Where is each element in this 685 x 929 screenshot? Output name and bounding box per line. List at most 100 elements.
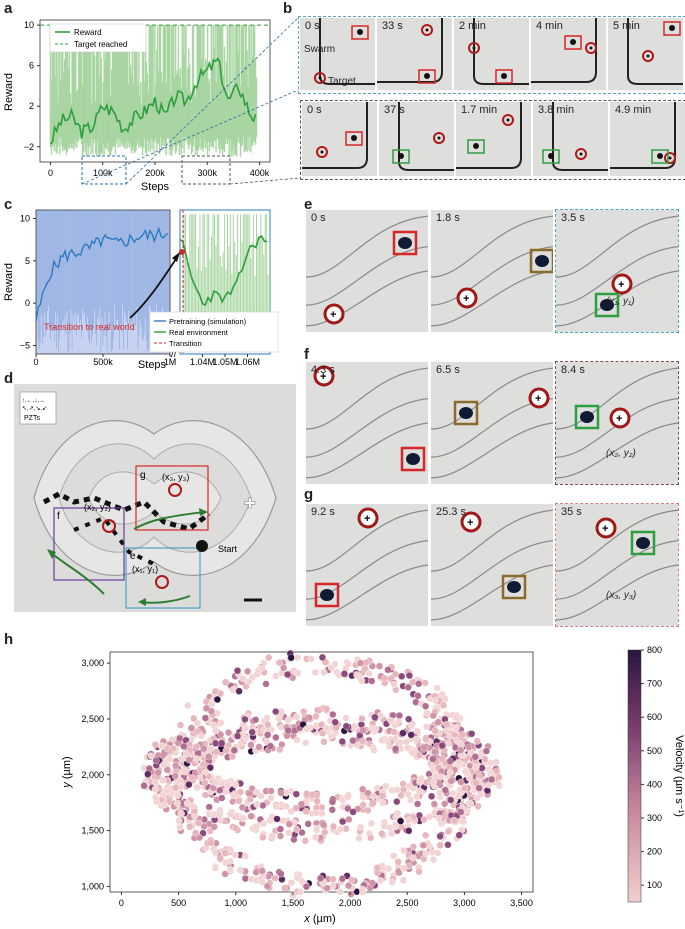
velocity-point (433, 684, 441, 692)
velocity-point (358, 715, 366, 723)
timestamp: 35 s (561, 506, 582, 518)
microscopy-tile: +8.4 s (x₂, y₂) (555, 361, 679, 485)
velocity-point (328, 664, 336, 672)
velocity-point (259, 833, 267, 841)
velocity-point (158, 742, 167, 750)
velocity-point (293, 874, 301, 882)
velocity-point (171, 784, 180, 792)
velocity-point (422, 831, 430, 839)
velocity-point (272, 672, 280, 680)
velocity-point (323, 705, 331, 713)
velocity-point (493, 767, 501, 775)
velocity-point (304, 820, 312, 828)
velocity-point (187, 724, 196, 732)
velocity-point (390, 852, 398, 860)
velocity-point (344, 660, 352, 668)
velocity-point (206, 764, 214, 772)
velocity-point (371, 713, 379, 721)
velocity-point (241, 875, 249, 883)
velocity-point (370, 746, 378, 754)
velocity-point (292, 804, 300, 812)
velocity-point (434, 849, 442, 857)
velocity-point (388, 878, 396, 886)
velocity-point (217, 719, 225, 727)
velocity-point (436, 789, 444, 797)
velocity-point (423, 709, 431, 717)
colorbar-tick: 100 (647, 880, 662, 890)
velocity-point (368, 724, 376, 732)
velocity-point (459, 817, 467, 825)
velocity-point (316, 874, 325, 882)
velocity-point (185, 756, 193, 764)
velocity-point (252, 823, 261, 831)
velocity-point (391, 670, 399, 678)
velocity-point (329, 875, 337, 883)
velocity-point (394, 867, 403, 875)
velocity-point (323, 884, 331, 892)
chart-h-ytick: 2,000 (81, 770, 104, 780)
velocity-point (298, 829, 306, 837)
velocity-point (307, 655, 315, 663)
velocity-point (211, 849, 219, 857)
velocity-point (342, 722, 350, 730)
velocity-point (151, 741, 159, 749)
microscopy-tile: 0 s (302, 102, 377, 176)
velocity-point (405, 782, 413, 791)
velocity-point (390, 728, 398, 736)
velocity-point (301, 837, 309, 845)
velocity-point (196, 834, 204, 842)
velocity-point (336, 825, 344, 833)
velocity-point (393, 798, 401, 806)
velocity-point (319, 729, 327, 737)
velocity-point (221, 870, 229, 878)
velocity-point (264, 731, 272, 739)
coord1-label: (x₁, y₁) (132, 564, 158, 574)
velocity-point (375, 662, 384, 670)
velocity-point (192, 743, 201, 751)
velocity-point (336, 888, 344, 896)
microscopy-tile: 5 min (608, 18, 683, 90)
velocity-point (151, 779, 159, 787)
velocity-point (405, 816, 413, 824)
zoom-connectors (81, 17, 301, 185)
velocity-point (472, 763, 480, 771)
chart-a-ytick: 2 (29, 101, 34, 111)
box-e (125, 547, 201, 609)
velocity-point (400, 864, 408, 872)
velocity-point (268, 832, 276, 840)
velocity-point (419, 841, 428, 849)
chart-a-reward: 0 100k 200k 300k 400k −2 2 6 10 Steps Reward Rew… (3, 19, 271, 193)
chart-h-scatter: 0 500 1,000 1,500 2,000 2,500 3,000 3,500 1,000 1… (61, 645, 685, 925)
velocity-point (151, 785, 159, 793)
velocity-point (258, 878, 266, 886)
velocity-point (378, 830, 386, 838)
velocity-point (482, 747, 490, 755)
velocity-point (193, 755, 201, 763)
velocity-point (232, 781, 240, 789)
coord2-label: (x₂, y₂) (84, 502, 111, 512)
velocity-point (235, 797, 243, 805)
velocity-point (176, 823, 184, 831)
panel-label-h: h (4, 631, 14, 648)
velocity-point (329, 710, 337, 719)
timestamp: 1.8 s (436, 212, 460, 224)
chart-h-ytick: 1,000 (81, 881, 104, 891)
velocity-point (464, 743, 473, 751)
velocity-point (444, 828, 452, 836)
velocity-point (245, 677, 253, 686)
velocity-point (207, 839, 215, 847)
velocity-point (252, 868, 260, 876)
velocity-point (159, 776, 167, 784)
colorbar-tick: 600 (647, 712, 662, 722)
velocity-point (447, 796, 455, 804)
velocity-point (430, 778, 438, 786)
chart-c-ytick: 10 (20, 213, 30, 223)
velocity-point (147, 752, 155, 760)
velocity-point (407, 731, 415, 739)
velocity-point (471, 753, 479, 761)
chart-a-xtick: 300k (198, 168, 218, 178)
velocity-point (376, 876, 384, 885)
velocity-point (488, 775, 496, 784)
chart-a-xtick: 0 (48, 168, 53, 178)
velocity-point (431, 727, 439, 735)
